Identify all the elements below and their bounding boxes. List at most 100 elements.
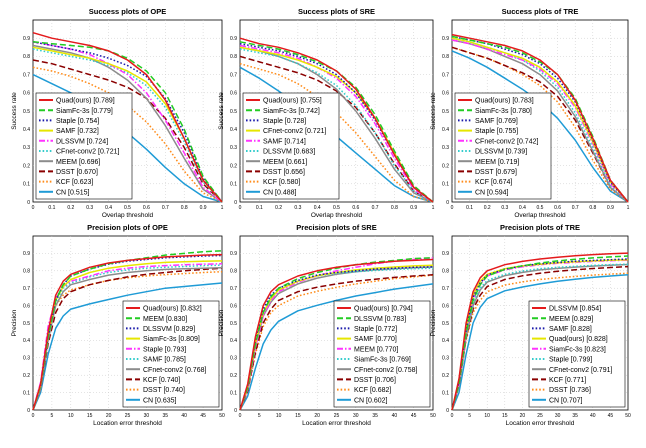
series-line <box>239 274 434 411</box>
y-tick-label: 0.9 <box>23 36 30 42</box>
legend-entry: Quad(ours) [0.832] <box>143 306 202 313</box>
legend-entry: SiamFc-3s [0.742] <box>263 108 320 115</box>
y-tick-label: 0.9 <box>230 251 237 257</box>
legend-entry: MEEM [0.830] <box>143 316 187 323</box>
legend-entry: SiamFc-3s [0.779] <box>56 108 113 115</box>
series-line <box>451 33 629 203</box>
legend-entry: Quad(ours) [0.794] <box>354 306 413 313</box>
x-tick-label: 0.9 <box>200 205 207 211</box>
y-tick-label: 0.8 <box>230 269 237 275</box>
legend-entry: SiamFc-3s [0.823] <box>549 346 606 353</box>
chart-panel-5: 0 5 10 15 20 25 30 35 40 45 50 0 0.1 0.2 0.3 0.4 0.5 0.6 0… <box>218 223 436 427</box>
legend-entry: SAMF [0.769] <box>475 118 518 125</box>
x-tick-label: 0 <box>239 413 242 419</box>
y-tick-label: 0.2 <box>230 373 237 379</box>
chart-title: Precision plots of SRE <box>296 223 376 232</box>
y-tick-label: 0.8 <box>230 54 237 60</box>
x-tick-label: 0.3 <box>86 205 93 211</box>
series-line <box>32 59 223 203</box>
x-tick-label: 45 <box>411 413 417 419</box>
x-tick-label: 30 <box>353 413 359 419</box>
legend-entry: SAMF [0.732] <box>56 128 99 135</box>
y-tick-label: 0.1 <box>442 390 449 396</box>
x-tick-label: 40 <box>590 413 596 419</box>
y-tick-label: 0.9 <box>23 251 30 257</box>
y-tick-label: 0 <box>446 408 449 414</box>
y-tick-label: 0.3 <box>442 145 449 151</box>
x-axis-label: Location error threshold <box>506 420 575 427</box>
x-tick-label: 20 <box>106 413 112 419</box>
legend-entry: CFnet-conv2 [0.742] <box>475 138 538 145</box>
series-line <box>239 62 434 203</box>
x-tick-label: 50 <box>625 413 631 419</box>
y-tick-label: 0.9 <box>442 36 449 42</box>
legend-entry: DLSSVM [0.854] <box>549 306 601 313</box>
x-tick-label: 20 <box>520 413 526 419</box>
legend-entry: SAMF [0.714] <box>263 138 306 145</box>
y-tick-label: 0.9 <box>230 36 237 42</box>
x-tick-label: 25 <box>125 413 131 419</box>
x-tick-label: 0.4 <box>519 205 526 211</box>
x-tick-label: 5 <box>258 413 261 419</box>
y-tick-label: 0.9 <box>442 251 449 257</box>
y-tick-label: 0 <box>446 200 449 206</box>
x-axis-label: Overlap threshold <box>311 212 363 219</box>
series-line <box>32 254 223 411</box>
legend-entry: Quad(ours) [0.828] <box>549 336 608 343</box>
x-tick-label: 10 <box>276 413 282 419</box>
x-tick-label: 0.3 <box>501 205 508 211</box>
x-tick-label: 0.2 <box>275 205 282 211</box>
chart-panel-2: 0 0.1 0.2 0.3 0.4 0.5 0.6 0.7 0.8 0.9 1 0 0.1 0.2 0.3 0… <box>218 7 435 219</box>
y-tick-label: 0.6 <box>23 303 30 309</box>
legend: Quad(ours) [0.832] MEEM [0.830] DLSSVM [0.… <box>122 300 220 408</box>
legend-entry: CN [0.594] <box>475 189 509 196</box>
y-tick-label: 0.1 <box>23 390 30 396</box>
legend-entry: KCF [0.580] <box>263 179 300 186</box>
legend-entry: KCF [0.682] <box>354 387 391 394</box>
legend-entry: SAMF [0.785] <box>143 357 186 364</box>
x-tick-label: 25 <box>537 413 543 419</box>
x-tick-label: 5 <box>468 413 471 419</box>
chart-panel-3: 0 0.1 0.2 0.3 0.4 0.5 0.6 0.7 0.8 0.9 1 0 0.1 0.2 0.3 0… <box>430 7 630 219</box>
series-lines <box>32 250 223 411</box>
legend-entry: CN [0.602] <box>354 397 388 404</box>
y-tick-label: 0.4 <box>23 127 30 133</box>
x-tick-label: 40 <box>181 413 187 419</box>
series-line <box>32 44 223 203</box>
x-tick-label: 0.6 <box>352 205 359 211</box>
x-tick-label: 0.2 <box>484 205 491 211</box>
x-tick-label: 20 <box>314 413 320 419</box>
x-axis-label: Location error threshold <box>93 420 162 427</box>
legend-entry: Staple [0.793] <box>143 346 186 353</box>
chart-title: Success plots of SRE <box>298 7 375 16</box>
x-tick-label: 50 <box>430 413 436 419</box>
legend-entry: DSST [0.740] <box>143 387 185 394</box>
series-lines <box>239 257 434 411</box>
x-tick-label: 25 <box>334 413 340 419</box>
series-lines <box>451 252 629 411</box>
legend-entry: CFnet-conv2 [0.791] <box>549 367 612 374</box>
series-line <box>239 257 434 411</box>
y-tick-label: 0.6 <box>442 91 449 97</box>
legend: Quad(ours) [0.783] SiamFc-3s [0.780] SAMF … <box>454 92 552 200</box>
y-tick-label: 0.2 <box>442 163 449 169</box>
series-line <box>32 263 223 411</box>
legend-entry: SiamFc-3s [0.809] <box>143 336 200 343</box>
legend-entry: Quad(ours) [0.783] <box>475 98 534 105</box>
y-tick-label: 0.7 <box>230 72 237 78</box>
y-tick-label: 0.7 <box>230 286 237 292</box>
series-line <box>32 250 223 411</box>
y-tick-label: 0.2 <box>23 163 30 169</box>
legend-entry: Staple [0.755] <box>475 128 518 135</box>
x-tick-label: 0.8 <box>589 205 596 211</box>
x-tick-label: 0.7 <box>372 205 379 211</box>
legend-entry: DLSSVM [0.783] <box>354 316 406 323</box>
y-tick-label: 0.2 <box>230 163 237 169</box>
legend-entry: CFnet-conv2 [0.721] <box>56 149 119 156</box>
y-tick-label: 0.8 <box>23 269 30 275</box>
y-tick-label: 0.5 <box>230 321 237 327</box>
y-tick-label: 0.4 <box>23 338 30 344</box>
legend-entry: DSST [0.670] <box>56 169 98 176</box>
y-tick-label: 0.4 <box>230 338 237 344</box>
